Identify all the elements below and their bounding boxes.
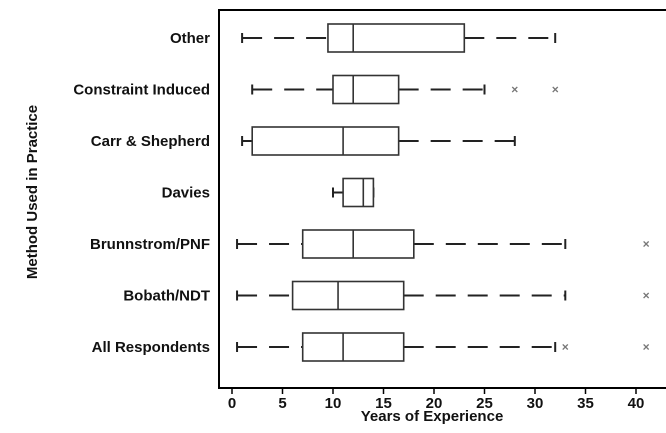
- x-axis-ticks: 0 5 10 15 20 25 30 35 40: [228, 388, 645, 412]
- box-group: [241, 23, 557, 53]
- box-group: ×: [236, 229, 650, 259]
- box-group: [241, 126, 516, 156]
- outlier-marker: ×: [643, 237, 650, 251]
- category-label: Brunnstrom/PNF: [90, 236, 210, 253]
- plot-frame: [218, 9, 666, 389]
- box-iqr: [301, 229, 415, 259]
- category-label: Bobath/NDT: [123, 288, 210, 305]
- x-tick-label: 40: [628, 395, 645, 412]
- x-tick-label: 30: [527, 395, 544, 412]
- category-labels: Other Constraint Induced Carr & Shepherd Da…: [73, 30, 210, 356]
- box-group: × ×: [251, 74, 559, 105]
- category-label: All Respondents: [92, 339, 210, 356]
- outlier-marker: ×: [552, 83, 559, 97]
- x-tick-label: 25: [476, 395, 493, 412]
- x-axis-label: Years of Experience: [361, 408, 504, 425]
- category-label: Constraint Induced: [73, 82, 210, 99]
- x-tick-label: 10: [325, 395, 342, 412]
- outlier-marker: ×: [643, 340, 650, 354]
- x-tick-label: 15: [375, 395, 392, 412]
- x-tick-label: 35: [577, 395, 594, 412]
- boxes-layer: × ×××× ×: [236, 23, 650, 362]
- x-tick-label: 20: [426, 395, 443, 412]
- box-iqr: [301, 332, 405, 362]
- box-iqr: [251, 126, 400, 156]
- y-axis-label: Method Used in Practice: [24, 105, 41, 279]
- outlier-marker: ×: [562, 340, 569, 354]
- outlier-marker: ×: [643, 289, 650, 303]
- box-iqr: [332, 74, 400, 105]
- box-iqr: [291, 280, 405, 311]
- category-label: Davies: [162, 185, 210, 202]
- category-label: Carr & Shepherd: [91, 133, 210, 150]
- x-tick-label: 5: [278, 395, 286, 412]
- box-group: ×: [236, 280, 650, 311]
- box-iqr: [327, 23, 466, 53]
- category-label: Other: [170, 30, 210, 47]
- box-group: [332, 177, 375, 208]
- outlier-marker: ×: [511, 83, 518, 97]
- box-iqr: [342, 177, 375, 208]
- x-tick-label: 0: [228, 395, 236, 412]
- box-group: × ×: [236, 332, 650, 362]
